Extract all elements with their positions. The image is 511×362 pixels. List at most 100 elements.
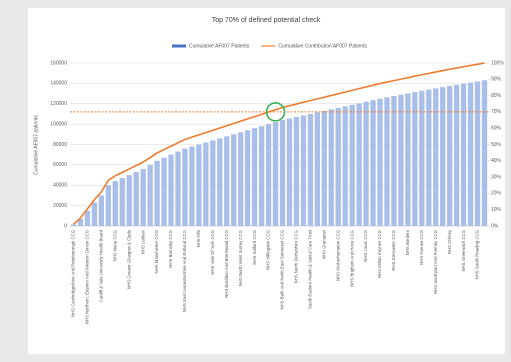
bar bbox=[91, 202, 98, 226]
bar bbox=[224, 136, 230, 226]
x-tick-label: NHS Lothian bbox=[140, 229, 145, 254]
bar bbox=[363, 101, 369, 226]
bar bbox=[342, 106, 348, 226]
bar bbox=[370, 100, 376, 226]
bar bbox=[272, 122, 279, 226]
bar bbox=[412, 92, 418, 226]
y2-tick-label: 40% bbox=[491, 158, 502, 164]
bar bbox=[447, 85, 453, 226]
bar bbox=[405, 93, 411, 226]
y-axis-label: Cumulative AF007 patients bbox=[33, 115, 39, 175]
x-tick-label: NHS Nene CCG bbox=[112, 229, 117, 261]
bar bbox=[321, 110, 327, 226]
bar bbox=[231, 134, 237, 226]
bar bbox=[460, 83, 467, 226]
x-tick-label: NHS Hillingdon CCG bbox=[266, 229, 271, 270]
bar bbox=[196, 144, 202, 226]
bar bbox=[440, 87, 446, 226]
bar bbox=[398, 94, 404, 226]
y-tick-label: 60000 bbox=[53, 162, 67, 168]
bar bbox=[161, 157, 167, 226]
x-tick-label: NHS Luton CCG bbox=[363, 229, 368, 261]
bar bbox=[419, 90, 425, 226]
y2-tick-label: 10% bbox=[491, 207, 502, 213]
bar bbox=[349, 104, 355, 226]
x-tick-label: NHS Orkney bbox=[447, 229, 452, 254]
y2-tick-label: 30% bbox=[491, 174, 502, 180]
x-tick-label: NHS Cambridgeshire And Peterborough CCG bbox=[71, 229, 76, 317]
bar bbox=[300, 115, 307, 226]
x-tick-label: NHS Greater Glasgow & Clyde bbox=[126, 229, 131, 289]
bar bbox=[279, 120, 286, 226]
x-tick-label: NHS Northern, Eastern And Western Devon … bbox=[85, 229, 90, 324]
y-tick-label: 160000 bbox=[50, 60, 67, 66]
chart-title: Top 70% of defined potential check bbox=[212, 17, 321, 24]
bar bbox=[203, 142, 209, 226]
bar bbox=[426, 89, 432, 226]
y2-tick-label: 60% bbox=[491, 126, 502, 132]
y-tick-label: 140000 bbox=[50, 81, 67, 87]
x-tick-label: NHS Grampian bbox=[321, 229, 326, 259]
bar bbox=[126, 175, 132, 226]
bar bbox=[112, 181, 118, 226]
bar bbox=[307, 113, 313, 226]
line bbox=[72, 62, 485, 225]
bar bbox=[384, 97, 390, 226]
x-tick-label: NHS Barnsley CCG bbox=[168, 229, 173, 267]
y2-tick-label: 80% bbox=[491, 93, 502, 99]
y2-tick-label: 0% bbox=[491, 223, 499, 229]
x-tick-label: South Eastern Health & Social Care Trust bbox=[307, 229, 312, 309]
bar bbox=[265, 124, 272, 226]
bar bbox=[335, 107, 341, 226]
bar bbox=[286, 118, 293, 226]
x-tick-label: NHS Vale Of York CCG bbox=[210, 229, 215, 274]
bar bbox=[77, 218, 84, 226]
bar bbox=[356, 103, 362, 226]
x-tick-label: NHS Manchester CCG bbox=[154, 229, 159, 273]
x-tick-label: NHS Southport And Formby CCG bbox=[433, 229, 438, 294]
x-tick-label: NHS Fife bbox=[196, 229, 201, 247]
bar bbox=[105, 185, 111, 226]
bar bbox=[258, 126, 265, 226]
bar bbox=[391, 96, 397, 226]
bar bbox=[119, 178, 125, 226]
bar bbox=[328, 109, 334, 226]
bar bbox=[238, 132, 244, 226]
bar bbox=[98, 195, 104, 226]
bar bbox=[189, 146, 195, 226]
bar bbox=[314, 112, 320, 226]
y-tick-label: 40000 bbox=[53, 183, 67, 189]
bar bbox=[84, 210, 91, 226]
bar bbox=[133, 172, 139, 226]
x-tick-label: NHS Greenwich CCG bbox=[461, 229, 466, 271]
bar bbox=[481, 80, 488, 226]
x-tick-label: NHS North West Surrey CCG bbox=[238, 229, 243, 286]
x-tick-label: NHS South Reading CCG bbox=[475, 229, 480, 279]
y2-tick-label: 50% bbox=[491, 142, 502, 148]
y-tick-label: 120000 bbox=[50, 101, 67, 107]
x-tick-label: NHS Salford CCG bbox=[252, 229, 257, 264]
y-tick-label: 80000 bbox=[53, 142, 67, 148]
bar bbox=[377, 98, 383, 226]
x-tick-label: NHS North Derbyshire CCG bbox=[294, 229, 299, 283]
y2-tick-label: 90% bbox=[491, 77, 502, 83]
y2-tick-label: 100% bbox=[491, 60, 504, 66]
bar bbox=[433, 88, 439, 226]
bar bbox=[217, 138, 223, 226]
x-tick-label: NHS Milton Keynes CCG bbox=[377, 229, 382, 278]
x-tick-label: NHS Doncaster CCG bbox=[391, 229, 396, 270]
bar bbox=[175, 151, 181, 226]
x-tick-label: NHS Borders bbox=[405, 230, 410, 255]
bar bbox=[467, 82, 474, 226]
bar bbox=[154, 160, 160, 226]
x-tick-label: NHS Wolverhampton CCG bbox=[335, 229, 340, 281]
bar bbox=[210, 140, 216, 226]
y-tick-label: 20000 bbox=[53, 203, 67, 209]
highlight-circle bbox=[265, 102, 286, 122]
y-tick-label: 100000 bbox=[50, 121, 67, 127]
bar bbox=[147, 164, 153, 226]
x-tick-label: NHS Harrow CCG bbox=[419, 229, 424, 265]
bar bbox=[245, 130, 251, 226]
